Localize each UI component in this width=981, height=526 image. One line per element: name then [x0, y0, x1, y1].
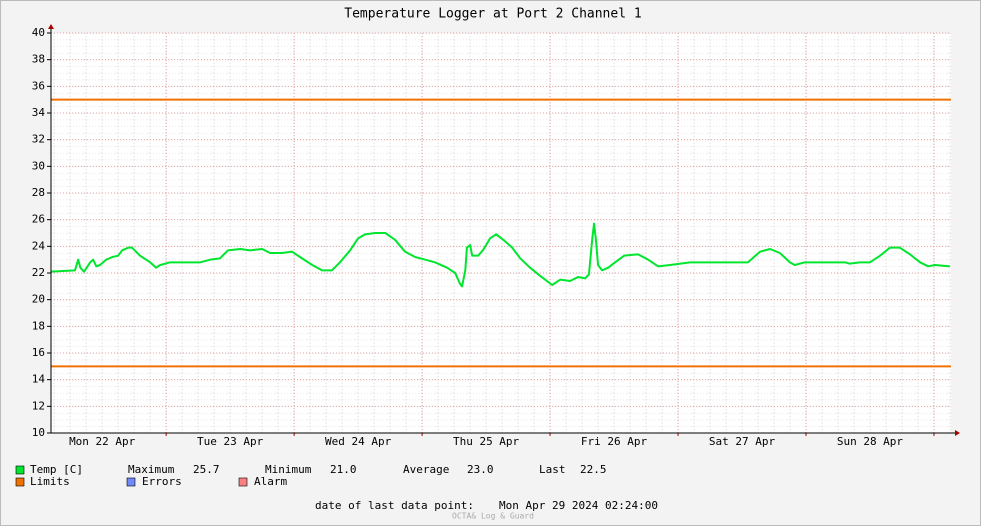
- y-tick-label: 24: [32, 239, 46, 252]
- y-tick-label: 38: [32, 53, 45, 66]
- minor-grid: [51, 33, 951, 433]
- x-tick-label: Fri 26 Apr: [581, 435, 648, 448]
- x-tick-label: Mon 22 Apr: [69, 435, 136, 448]
- y-tick-label: 20: [32, 293, 45, 306]
- x-tick-label: Sat 27 Apr: [709, 435, 776, 448]
- y-tick-label: 32: [32, 133, 45, 146]
- stat-value: 21.0: [330, 463, 357, 476]
- stat-label: Maximum: [128, 463, 175, 476]
- y-tick-label: 22: [32, 266, 45, 279]
- legend-label: Limits: [30, 475, 70, 488]
- legend-swatch: [15, 477, 25, 487]
- legend-swatch: [15, 465, 25, 475]
- y-tick-label: 12: [32, 399, 45, 412]
- marks: [50, 98, 951, 368]
- legend: Temp [C] Maximum 25.7 Minimum 21.0 Average 23.…: [15, 463, 607, 488]
- watermark: OCTA& Log & Guard: [452, 512, 534, 521]
- y-tick-label: 28: [32, 186, 45, 199]
- legend-swatch: [238, 477, 248, 487]
- footer-value: Mon Apr 29 2024 02:24:00: [499, 499, 658, 512]
- legend-label: Errors: [142, 475, 182, 488]
- y-arrow: [48, 24, 54, 29]
- x-tick-label: Sun 28 Apr: [837, 435, 904, 448]
- stat-value: 22.5: [580, 463, 607, 476]
- legend-label: Temp [C]: [30, 463, 83, 476]
- temp-line: [50, 222, 951, 288]
- x-tick-label: Wed 24 Apr: [325, 435, 392, 448]
- stat-label: Minimum: [265, 463, 312, 476]
- stat-value: 25.7: [193, 463, 220, 476]
- y-tick-label: 40: [32, 26, 45, 39]
- stat-label: Average: [403, 463, 449, 476]
- y-tick-label: 36: [32, 79, 45, 92]
- y-tick-label: 14: [32, 373, 46, 386]
- footer-label: date of last data point:: [315, 499, 474, 512]
- legend-label: Alarm: [254, 475, 287, 488]
- legend-swatch: [126, 477, 136, 487]
- x-arrow: [955, 430, 960, 436]
- stat-value: 23.0: [467, 463, 494, 476]
- y-tick-label: 16: [32, 346, 45, 359]
- y-tick-label: 34: [32, 106, 46, 119]
- y-tick-label: 26: [32, 213, 45, 226]
- stat-label: Last: [539, 463, 566, 476]
- y-tick-label: 30: [32, 159, 45, 172]
- x-tick-label: Tue 23 Apr: [197, 435, 264, 448]
- x-tick-label: Thu 25 Apr: [453, 435, 520, 448]
- chart-title: Temperature Logger at Port 2 Channel 1: [344, 7, 641, 22]
- y-tick-label: 18: [32, 319, 45, 332]
- y-tick-label: 10: [32, 426, 45, 439]
